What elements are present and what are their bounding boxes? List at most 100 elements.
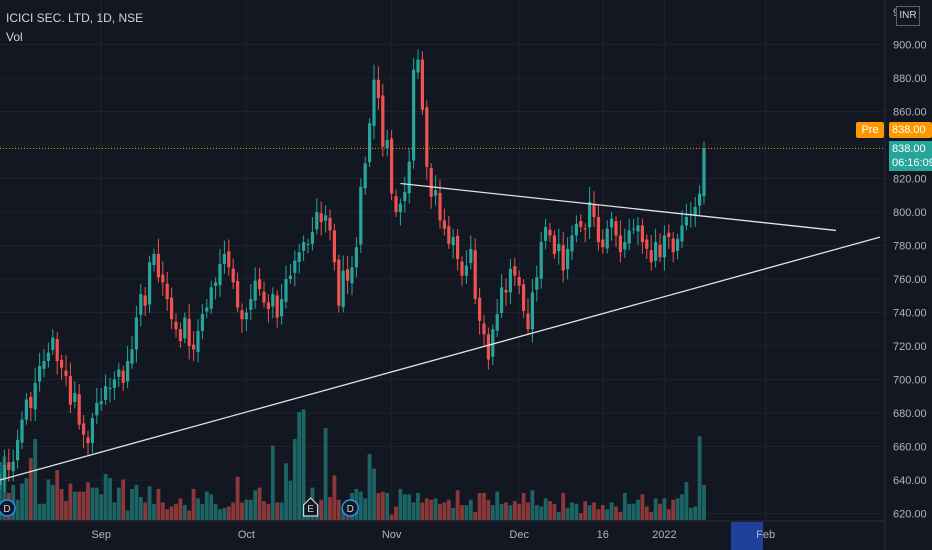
trendline-layer[interactable] <box>0 182 881 481</box>
candle-body <box>262 291 266 303</box>
candle-body <box>196 330 200 353</box>
volume-bar <box>46 479 51 520</box>
volume-bar <box>112 502 117 520</box>
volume-bar <box>90 487 95 520</box>
time-axis[interactable]: Sep Oct Nov Dec 16 2022 Feb <box>0 520 885 550</box>
candle-body <box>244 312 248 320</box>
volume-bar <box>631 503 636 520</box>
currency-label[interactable]: INR <box>896 6 920 26</box>
volume-bar <box>204 491 209 520</box>
volume-bar <box>561 493 566 520</box>
candle-body <box>618 235 622 253</box>
candle-body <box>297 252 301 262</box>
volume-bar <box>596 509 601 520</box>
volume-bar <box>235 476 240 520</box>
candle-body <box>315 212 319 230</box>
time-tick-label: Feb <box>756 529 775 541</box>
volume-bar <box>68 483 73 520</box>
dividend-marker-shape <box>0 499 16 517</box>
candle-body <box>434 190 438 196</box>
candle-body <box>552 235 556 254</box>
time-tick-label: Oct <box>238 529 255 541</box>
candle-body <box>306 243 310 245</box>
candle-body <box>46 352 50 362</box>
volume-bar <box>587 505 592 520</box>
volume-bar <box>429 499 434 520</box>
volume-bar <box>653 498 658 520</box>
candle-body <box>284 279 288 302</box>
time-range-highlight <box>731 522 763 550</box>
volume-bar <box>398 488 403 520</box>
candle-body <box>24 399 28 420</box>
candle-body <box>170 297 174 320</box>
volume-bar <box>565 507 570 520</box>
volume-bar <box>279 502 284 520</box>
last-price-badge: 838.00 06:16:09 <box>889 141 932 171</box>
candle-body <box>337 259 341 306</box>
volume-bar <box>152 503 156 520</box>
volume-bar <box>358 491 363 520</box>
volume-indicator-label[interactable]: Vol <box>6 30 23 44</box>
candle-body <box>698 193 702 206</box>
candle-body <box>557 243 561 252</box>
candle-body <box>570 235 574 252</box>
candle-body <box>671 238 675 253</box>
price-axis[interactable]: 900.00880.00860.00840.00820.00800.00780.… <box>884 0 932 550</box>
volume-bar <box>543 498 548 520</box>
candle-body <box>412 69 416 161</box>
symbol-title[interactable]: ICICI SEC. LTD, 1D, NSE <box>6 11 144 25</box>
candle-body <box>126 361 130 382</box>
price-tick-label: 620.00 <box>893 509 927 521</box>
volume-bar <box>446 499 451 520</box>
candle-body <box>16 439 20 461</box>
volume-bar <box>614 506 618 520</box>
dividend-marker[interactable]: D <box>341 499 359 517</box>
candle-body <box>82 423 86 435</box>
candle-body <box>390 138 394 194</box>
volume-bar <box>662 498 667 520</box>
volume-bar <box>552 503 557 520</box>
candle-body <box>407 161 411 194</box>
volume-bar <box>147 486 152 520</box>
volume-bar <box>376 493 381 520</box>
volume-bar <box>504 502 508 520</box>
price-tick-label: 780.00 <box>893 241 927 253</box>
volume-bar <box>600 505 605 520</box>
volume-bar <box>460 505 464 520</box>
volume-bar <box>81 491 86 520</box>
price-tick-label: 640.00 <box>893 475 927 487</box>
volume-bar <box>680 494 684 520</box>
volume-bar <box>15 499 20 520</box>
volume-bar <box>697 436 702 520</box>
dividend-marker[interactable]: D <box>0 499 16 517</box>
volume-bar <box>534 505 539 520</box>
candle-body <box>139 294 143 315</box>
volume-bar <box>143 502 148 520</box>
volume-bar <box>367 453 372 520</box>
candle-body <box>152 253 156 265</box>
time-tick-label: Nov <box>382 529 402 541</box>
candle-body <box>341 270 345 308</box>
volume-bar <box>627 503 632 520</box>
candle-body <box>513 266 517 276</box>
candle-body <box>38 366 42 382</box>
volume-bar <box>196 498 200 520</box>
descending-trendline[interactable] <box>400 182 837 232</box>
candle-body <box>258 279 262 290</box>
candle-body <box>200 314 204 331</box>
event-marker-letter: D <box>347 504 354 515</box>
volume-bar <box>77 491 82 520</box>
price-tick-label: 720.00 <box>893 341 927 353</box>
ascending-trendline[interactable] <box>0 236 881 481</box>
grid-layer <box>0 0 885 520</box>
candle-body <box>51 337 55 351</box>
volume-bar <box>222 507 227 520</box>
candle-body <box>236 281 240 308</box>
candle-body <box>425 107 429 167</box>
volume-bar <box>574 503 579 520</box>
earnings-marker[interactable]: E <box>303 497 319 517</box>
volume-bar <box>416 493 420 520</box>
time-tick-label: 2022 <box>652 529 676 541</box>
